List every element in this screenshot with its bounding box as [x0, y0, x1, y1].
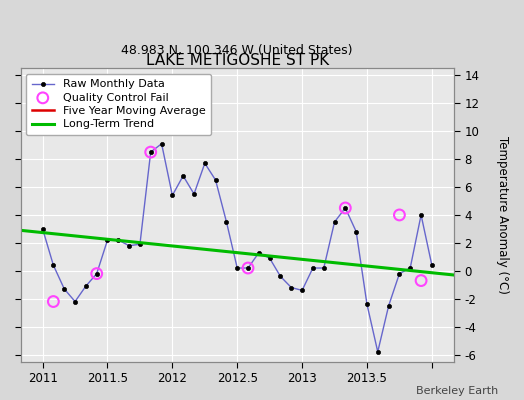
Raw Monthly Data	[234, 266, 241, 270]
Raw Monthly Data	[158, 141, 165, 146]
Raw Monthly Data	[331, 220, 337, 224]
Raw Monthly Data	[256, 250, 262, 255]
Raw Monthly Data	[212, 178, 219, 182]
Raw Monthly Data	[61, 286, 68, 291]
Raw Monthly Data	[39, 226, 46, 231]
Raw Monthly Data	[299, 288, 305, 293]
Y-axis label: Temperature Anomaly (°C): Temperature Anomaly (°C)	[496, 136, 509, 294]
Raw Monthly Data	[94, 271, 100, 276]
Quality Control Fail	[417, 277, 425, 284]
Raw Monthly Data	[245, 266, 251, 270]
Raw Monthly Data	[321, 266, 327, 270]
Raw Monthly Data	[267, 256, 273, 261]
Quality Control Fail	[341, 205, 350, 211]
Raw Monthly Data	[83, 284, 89, 288]
Raw Monthly Data	[418, 212, 424, 217]
Raw Monthly Data	[137, 242, 143, 247]
Quality Control Fail	[147, 149, 155, 155]
Title: LAKE METIGOSHE ST PK: LAKE METIGOSHE ST PK	[146, 53, 329, 68]
Raw Monthly Data	[115, 238, 122, 242]
Raw Monthly Data	[407, 266, 413, 270]
Raw Monthly Data	[169, 193, 176, 198]
Legend: Raw Monthly Data, Quality Control Fail, Five Year Moving Average, Long-Term Tren: Raw Monthly Data, Quality Control Fail, …	[26, 74, 211, 135]
Raw Monthly Data	[277, 274, 283, 279]
Line: Raw Monthly Data: Raw Monthly Data	[40, 142, 434, 354]
Raw Monthly Data	[386, 303, 392, 308]
Quality Control Fail	[49, 298, 58, 305]
Raw Monthly Data	[148, 150, 154, 154]
Raw Monthly Data	[72, 299, 78, 304]
Raw Monthly Data	[126, 243, 132, 248]
Raw Monthly Data	[104, 238, 111, 242]
Quality Control Fail	[244, 265, 252, 271]
Quality Control Fail	[93, 270, 101, 277]
Raw Monthly Data	[342, 206, 348, 210]
Text: 48.983 N, 100.346 W (United States): 48.983 N, 100.346 W (United States)	[122, 44, 353, 56]
Raw Monthly Data	[396, 271, 402, 276]
Raw Monthly Data	[50, 263, 57, 268]
Raw Monthly Data	[429, 263, 435, 268]
Raw Monthly Data	[288, 285, 294, 290]
Quality Control Fail	[395, 212, 403, 218]
Raw Monthly Data	[223, 220, 230, 224]
Raw Monthly Data	[375, 350, 381, 354]
Text: Berkeley Earth: Berkeley Earth	[416, 386, 498, 396]
Raw Monthly Data	[353, 229, 359, 234]
Raw Monthly Data	[202, 161, 208, 166]
Raw Monthly Data	[180, 174, 186, 178]
Raw Monthly Data	[364, 302, 370, 307]
Raw Monthly Data	[310, 266, 316, 270]
Raw Monthly Data	[191, 192, 197, 196]
